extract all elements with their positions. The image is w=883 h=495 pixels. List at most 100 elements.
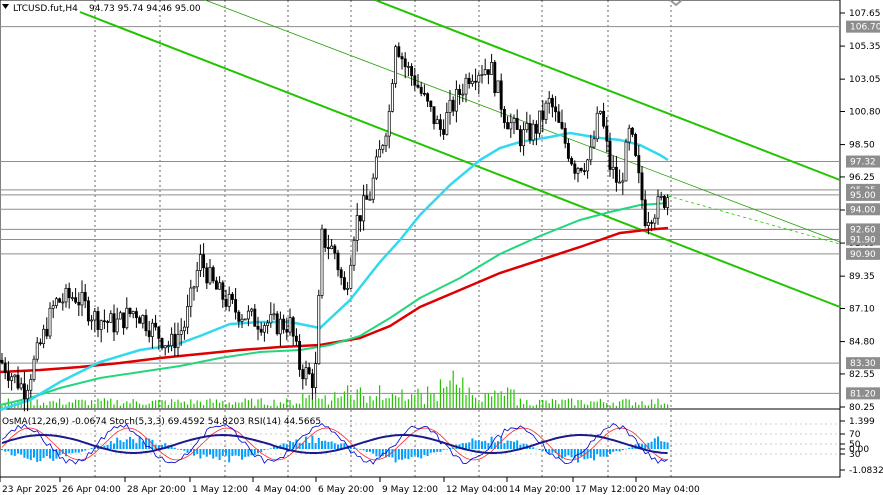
volume-bar <box>356 389 358 408</box>
candle <box>349 257 353 290</box>
candle <box>528 114 532 144</box>
volume-bar <box>321 398 323 408</box>
osma-bar <box>305 436 307 449</box>
volume-bar <box>651 399 653 408</box>
volume-bar <box>580 400 582 408</box>
osma-bar <box>397 449 400 460</box>
candle <box>282 314 286 334</box>
candle <box>278 311 282 347</box>
candle <box>138 315 142 324</box>
volume-bar <box>375 396 377 408</box>
candle <box>243 318 247 321</box>
volume-bar <box>260 398 262 408</box>
price-tick-label: 96.25 <box>849 173 875 183</box>
osma-bar <box>241 449 243 460</box>
volume-bar <box>295 403 297 408</box>
osma-bar <box>10 449 13 456</box>
volume-bar <box>606 403 608 408</box>
candle <box>134 307 138 328</box>
osma-bar <box>570 449 573 458</box>
volume-bar <box>279 402 281 408</box>
osma-bar <box>212 449 215 459</box>
osma-bar <box>449 447 451 449</box>
volume-bar <box>385 398 387 408</box>
volume-bar <box>135 401 137 408</box>
candle <box>365 183 369 200</box>
candle <box>480 64 484 84</box>
volume-bar <box>331 400 333 408</box>
volume-bar <box>395 395 397 408</box>
time-tick-label: 17 May 12:00 <box>575 485 637 495</box>
candle <box>269 302 273 328</box>
candle <box>160 337 164 351</box>
chevron-down-icon[interactable] <box>669 0 683 7</box>
volume-bar <box>558 403 560 408</box>
osma-bar <box>343 443 346 449</box>
candle <box>259 322 263 336</box>
volume-bar <box>148 403 150 408</box>
indicator-tick-label: -1.0832 <box>849 466 883 476</box>
ema-slow-line <box>0 226 669 374</box>
candle <box>605 116 609 153</box>
candle <box>106 319 110 333</box>
osma-bar <box>183 449 186 451</box>
osma-bar <box>308 442 311 449</box>
candle <box>448 89 452 125</box>
candle <box>58 297 62 303</box>
volume-bar <box>110 398 112 408</box>
volume-bar <box>443 388 445 408</box>
volume-bar <box>622 399 624 408</box>
candle <box>99 319 103 343</box>
volume-bar <box>273 399 275 408</box>
time-tick-label: 20 May 04:00 <box>638 485 700 495</box>
candle <box>61 293 65 311</box>
osma-bar <box>116 437 119 449</box>
osma-bar <box>369 449 371 452</box>
candle <box>454 80 458 123</box>
candle <box>109 310 113 323</box>
osma-bar <box>612 449 615 452</box>
volume-bar <box>596 401 598 408</box>
indicator-header: OsMA(12,26,9) -0.0674 Stoch(5,3,3) 69.45… <box>2 417 321 427</box>
osma-bar <box>465 442 467 449</box>
osma-bar <box>381 449 384 457</box>
candle <box>371 173 375 204</box>
osma-bar <box>583 449 586 460</box>
volume-bar <box>599 398 601 408</box>
candle <box>618 169 622 184</box>
osma-bar <box>1 449 3 451</box>
osma-bar <box>180 449 183 450</box>
channel-line-main-lower <box>79 11 841 308</box>
candle <box>182 320 186 340</box>
candle <box>51 300 55 319</box>
candle <box>144 309 148 337</box>
volume-bar <box>414 394 416 408</box>
osma-bar <box>484 440 487 449</box>
candle <box>26 384 30 412</box>
trend-channel <box>79 0 841 308</box>
osma-bar <box>23 449 26 458</box>
symbol-dropdown-icon[interactable] <box>2 4 9 9</box>
volume-bar <box>455 384 457 408</box>
candle <box>83 284 87 309</box>
volume-bar <box>494 390 496 408</box>
volume-bar <box>145 404 147 408</box>
candle <box>630 126 634 138</box>
candle <box>29 374 33 398</box>
candle <box>122 312 126 335</box>
candle <box>621 172 625 195</box>
candle <box>157 326 161 350</box>
volume-bar <box>507 387 509 408</box>
osma-bar <box>602 449 605 457</box>
osma-bar <box>36 449 39 462</box>
volume-bar <box>247 400 249 408</box>
time-tick-label: 12 May 04:00 <box>446 485 508 495</box>
volume-bar <box>225 403 227 408</box>
volume-bar <box>215 399 217 408</box>
osma-bar <box>503 443 506 449</box>
indicator-tick-label: 0.00 <box>849 445 869 455</box>
candle <box>86 296 90 326</box>
volume-bar <box>49 401 51 408</box>
volume-bar <box>103 398 105 408</box>
